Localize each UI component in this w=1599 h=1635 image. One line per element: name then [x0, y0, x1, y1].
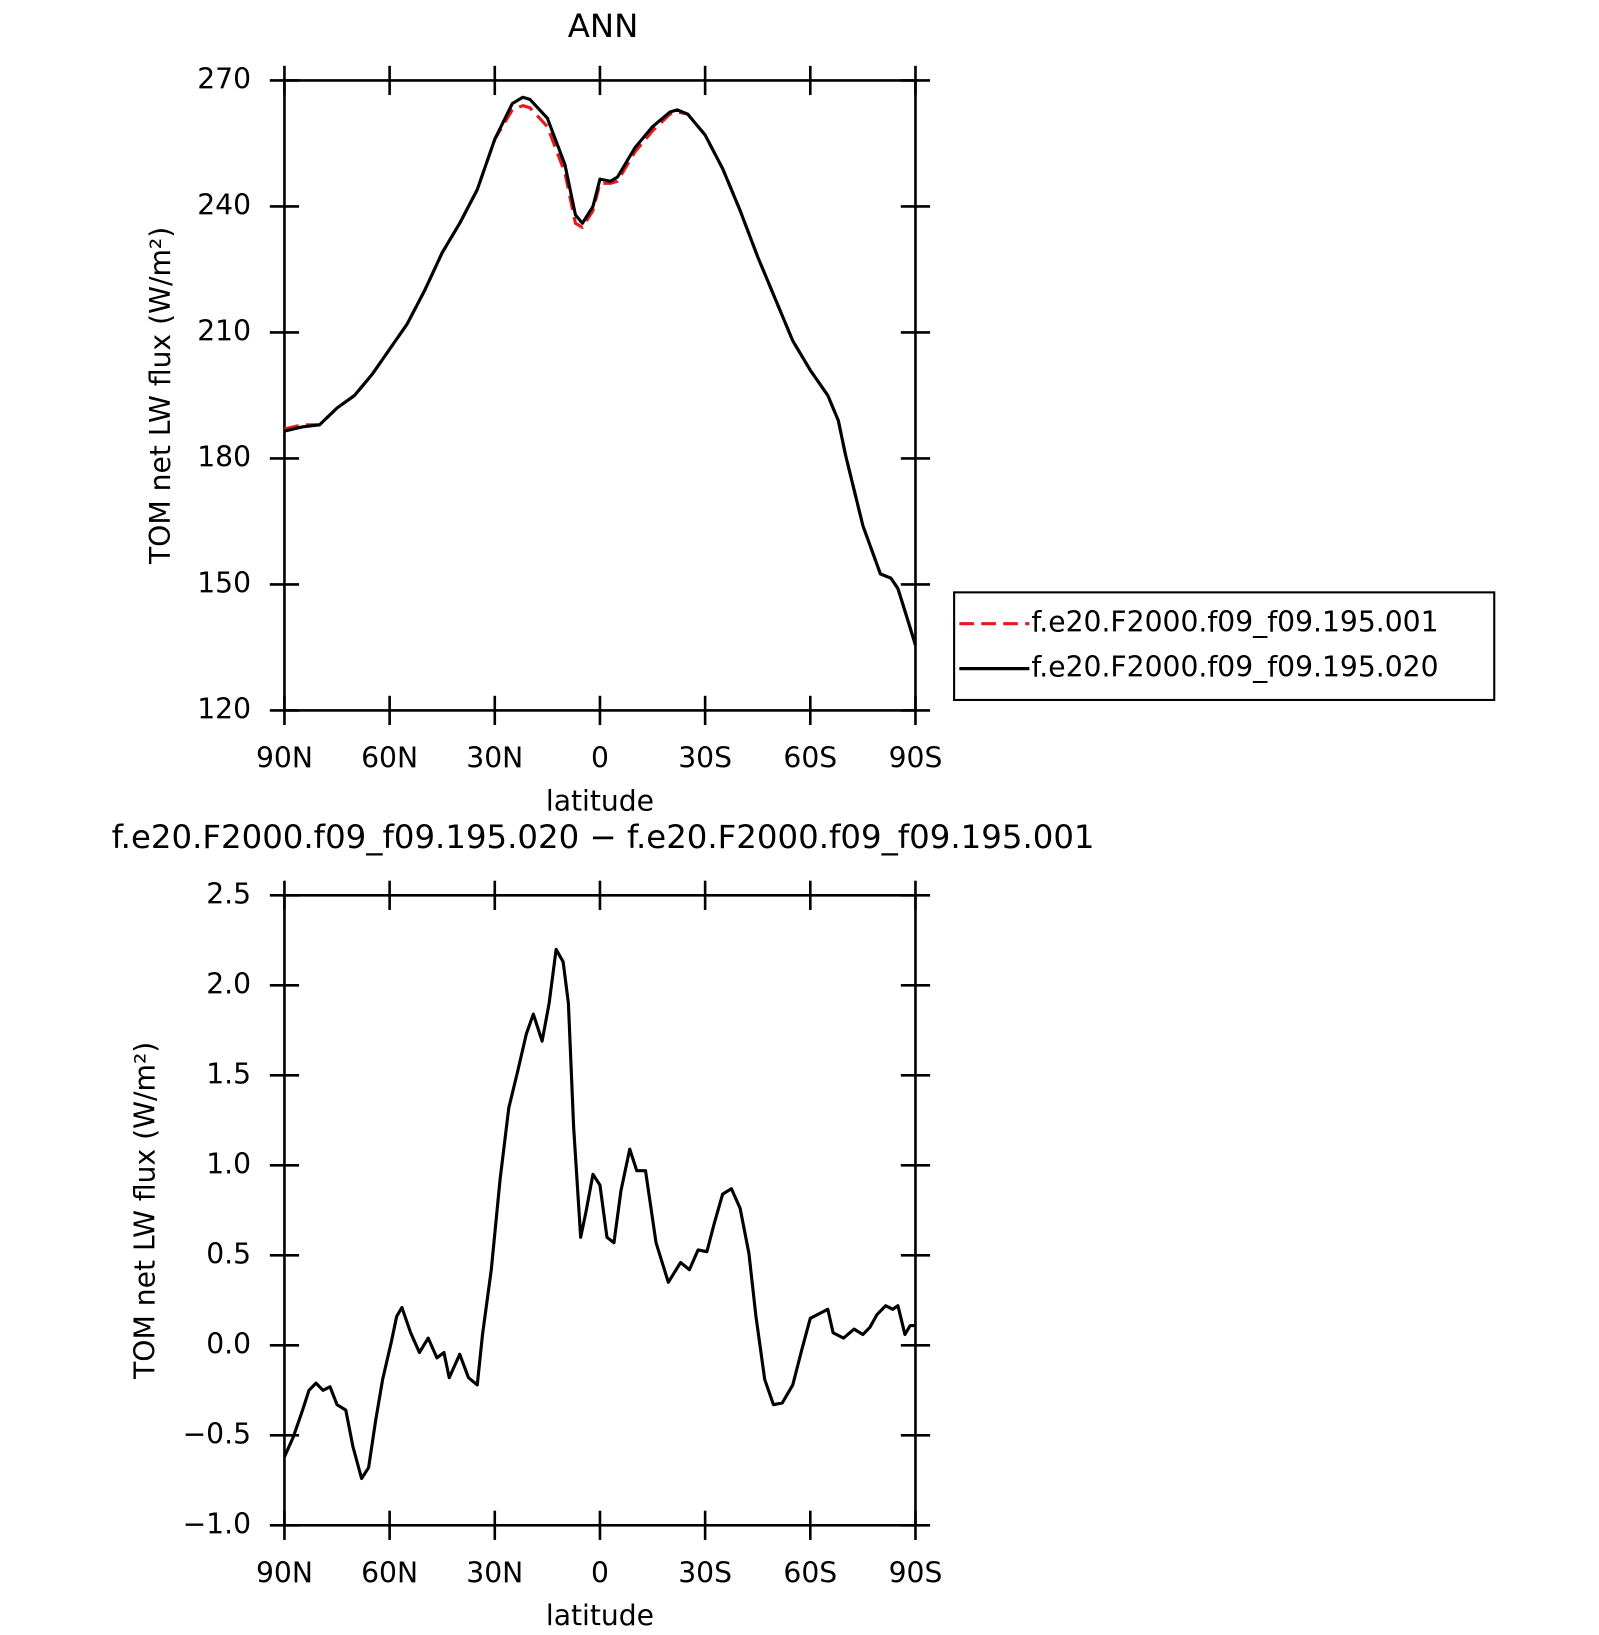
y-tick-label: 270	[197, 62, 251, 95]
x-tick-label: 60N	[361, 742, 418, 775]
x-tick-label: 30N	[466, 1556, 523, 1589]
x-tick-label: 0	[591, 742, 609, 775]
y-tick-label: 150	[197, 566, 251, 599]
y-tick-label: 0.5	[206, 1237, 251, 1270]
legend-label: f.e20.F2000.f09_f09.195.020	[1031, 651, 1438, 684]
chart-title: ANN	[568, 7, 639, 45]
y-tick-label: 0.0	[206, 1327, 251, 1360]
y-tick-label: 1.5	[206, 1057, 251, 1090]
x-tick-label: 90N	[256, 742, 313, 775]
x-tick-label: 30N	[466, 742, 523, 775]
y-axis-label: TOM net LW flux (W/m²)	[144, 227, 177, 565]
y-tick-label: 1.0	[206, 1147, 251, 1180]
legend-label: f.e20.F2000.f09_f09.195.001	[1031, 606, 1438, 639]
x-tick-label: 60S	[783, 1556, 837, 1589]
x-tick-label: 90S	[889, 1556, 943, 1589]
plot-frame	[283, 894, 917, 1527]
x-axis-label: latitude	[546, 784, 654, 817]
chart-title: f.e20.F2000.f09_f09.195.020 − f.e20.F200…	[112, 818, 1095, 856]
x-tick-label: 60S	[783, 742, 837, 775]
data-line	[283, 947, 916, 1481]
y-tick-label: 240	[197, 188, 251, 221]
x-axis-label: latitude	[546, 1599, 654, 1632]
y-tick-label: 2.0	[206, 967, 251, 1000]
x-tick-label: 60N	[361, 1556, 418, 1589]
y-tick-label: −1.0	[183, 1507, 251, 1540]
x-tick-label: 90S	[889, 742, 943, 775]
x-tick-label: 30S	[678, 742, 732, 775]
y-axis-label: TOM net LW flux (W/m²)	[129, 1042, 162, 1380]
x-tick-label: 0	[591, 1556, 609, 1589]
x-tick-label: 30S	[678, 1556, 732, 1589]
y-tick-label: 180	[197, 440, 251, 473]
y-tick-label: −0.5	[183, 1417, 251, 1450]
data-line	[284, 95, 917, 646]
y-tick-label: 210	[197, 314, 251, 347]
plot-frame	[283, 79, 917, 712]
data-line	[284, 104, 917, 646]
y-tick-label: 2.5	[206, 877, 251, 910]
y-tick-label: 120	[197, 692, 251, 725]
x-tick-label: 90N	[256, 1556, 313, 1589]
legend-box	[953, 591, 1496, 702]
